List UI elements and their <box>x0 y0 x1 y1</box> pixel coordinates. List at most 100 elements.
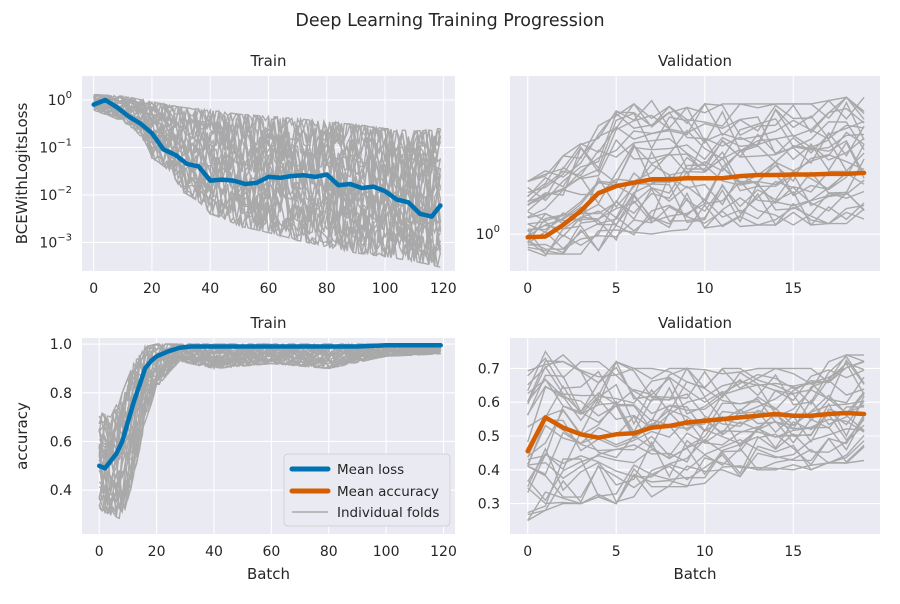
fold-line <box>527 181 865 256</box>
fold-line <box>527 360 865 384</box>
fold-line <box>527 379 865 443</box>
figure-title: Deep Learning Training Progression <box>295 11 604 31</box>
fold-line <box>98 348 441 502</box>
y-tick-label: 0.4 <box>478 463 500 479</box>
fold-line <box>527 134 865 203</box>
fold-line <box>527 191 865 254</box>
fold-line <box>527 204 865 255</box>
legend-folds-label: Individual folds <box>337 505 439 521</box>
y-tick-label: 10−1 <box>39 137 72 156</box>
fold-line <box>527 120 865 218</box>
mean-loss-line <box>91 97 443 219</box>
x-tick-label: 120 <box>430 281 457 297</box>
x-tick-label: 10 <box>696 281 714 297</box>
fold-line <box>527 96 865 183</box>
y-tick-label: 100 <box>476 224 500 243</box>
fold-line <box>527 136 865 206</box>
x-tick-label: 0 <box>523 544 532 560</box>
fold-line <box>527 143 865 225</box>
panel-title: Train <box>250 314 287 332</box>
legend: Mean loss Mean accuracy Individual folds <box>283 453 451 527</box>
fold-line <box>527 360 865 405</box>
fold-line <box>527 125 865 203</box>
x-tick-label: 15 <box>784 544 802 560</box>
fold-line <box>527 350 865 403</box>
fold-line <box>527 424 865 502</box>
y-tick-label: 10−3 <box>39 232 72 251</box>
panel-title: Validation <box>658 52 732 70</box>
fold-line <box>527 408 865 465</box>
y-tick-label: 0.6 <box>478 395 500 411</box>
fold-line <box>93 94 441 153</box>
y-tick-label: 100 <box>48 90 72 109</box>
fold-line <box>527 100 865 202</box>
panel-title: Train <box>250 52 287 70</box>
x-tick-label: 60 <box>262 544 280 560</box>
fold-line <box>527 190 865 255</box>
y-tick-label: 0.6 <box>50 434 72 450</box>
x-tick-label: 20 <box>148 544 166 560</box>
fold-line <box>527 96 865 197</box>
y-tick-label: 0.5 <box>478 429 500 445</box>
series-group <box>525 96 867 257</box>
fold-line <box>93 105 442 261</box>
x-tick-label: 100 <box>372 281 399 297</box>
legend-box <box>283 453 451 527</box>
x-axis-label: Batch <box>247 565 290 583</box>
fold-line <box>527 440 865 521</box>
x-tick-label: 0 <box>523 281 532 297</box>
x-tick-label: 5 <box>612 544 621 560</box>
series-group <box>96 342 443 520</box>
x-tick-label: 120 <box>430 544 457 560</box>
x-tick-label: 60 <box>260 281 278 297</box>
x-tick-label: 40 <box>201 281 219 297</box>
panel-validation-loss: 0 5 10 15 100 Validation <box>476 52 880 297</box>
mean-loss-line <box>96 343 443 471</box>
series-group <box>91 93 443 268</box>
fold-line <box>527 353 865 390</box>
x-tick-label: 10 <box>696 544 714 560</box>
y-axis-label: accuracy <box>13 402 31 470</box>
x-tick-label: 80 <box>320 544 338 560</box>
legend-mean-accuracy-label: Mean accuracy <box>337 484 439 500</box>
panel-train-loss: 0 20 40 60 80 100 120 100 10−1 10−2 10−3 Train BCEWi… <box>13 52 457 297</box>
x-tick-label: 20 <box>143 281 161 297</box>
fold-line <box>98 342 441 443</box>
mean-accuracy-line <box>525 170 867 240</box>
fold-line <box>527 139 865 231</box>
x-tick-label: 0 <box>95 544 104 560</box>
x-tick-label: 15 <box>784 281 802 297</box>
y-tick-label: 0.3 <box>478 497 500 513</box>
fold-line <box>527 406 865 476</box>
legend-mean-loss-label: Mean loss <box>337 462 404 478</box>
fold-line <box>527 96 865 183</box>
x-tick-label: 40 <box>205 544 223 560</box>
x-tick-label: 5 <box>612 281 621 297</box>
fold-line <box>527 433 865 498</box>
x-tick-label: 80 <box>318 281 336 297</box>
fold-line <box>527 355 865 416</box>
y-tick-label: 0.7 <box>478 361 500 377</box>
y-axis-label: BCEWithLogitsLoss <box>13 103 31 245</box>
panel-title: Validation <box>658 314 732 332</box>
series-group <box>525 350 867 522</box>
fold-line <box>527 413 865 480</box>
mean-accuracy-line <box>525 410 867 454</box>
fold-line <box>527 362 865 415</box>
y-tick-label: 0.8 <box>50 386 72 402</box>
x-axis-label: Batch <box>673 565 716 583</box>
y-tick-label: 1.0 <box>50 337 72 353</box>
fold-line <box>527 434 865 516</box>
panel-validation-accuracy: 0 5 10 15 0.3 0.4 0.5 0.6 0.7 Validation Batch <box>478 314 880 583</box>
panel-train-accuracy: 0 20 40 60 80 100 120 0.4 0.6 0.8 1.0 Train Batch acc… <box>13 314 457 583</box>
y-tick-label: 0.4 <box>50 483 72 499</box>
fold-line <box>527 117 865 206</box>
x-tick-label: 100 <box>373 544 400 560</box>
y-tick-label: 10−2 <box>39 185 72 204</box>
x-tick-label: 0 <box>89 281 98 297</box>
fold-line <box>93 97 442 191</box>
fold-line <box>527 160 865 237</box>
fold-line <box>527 414 865 492</box>
